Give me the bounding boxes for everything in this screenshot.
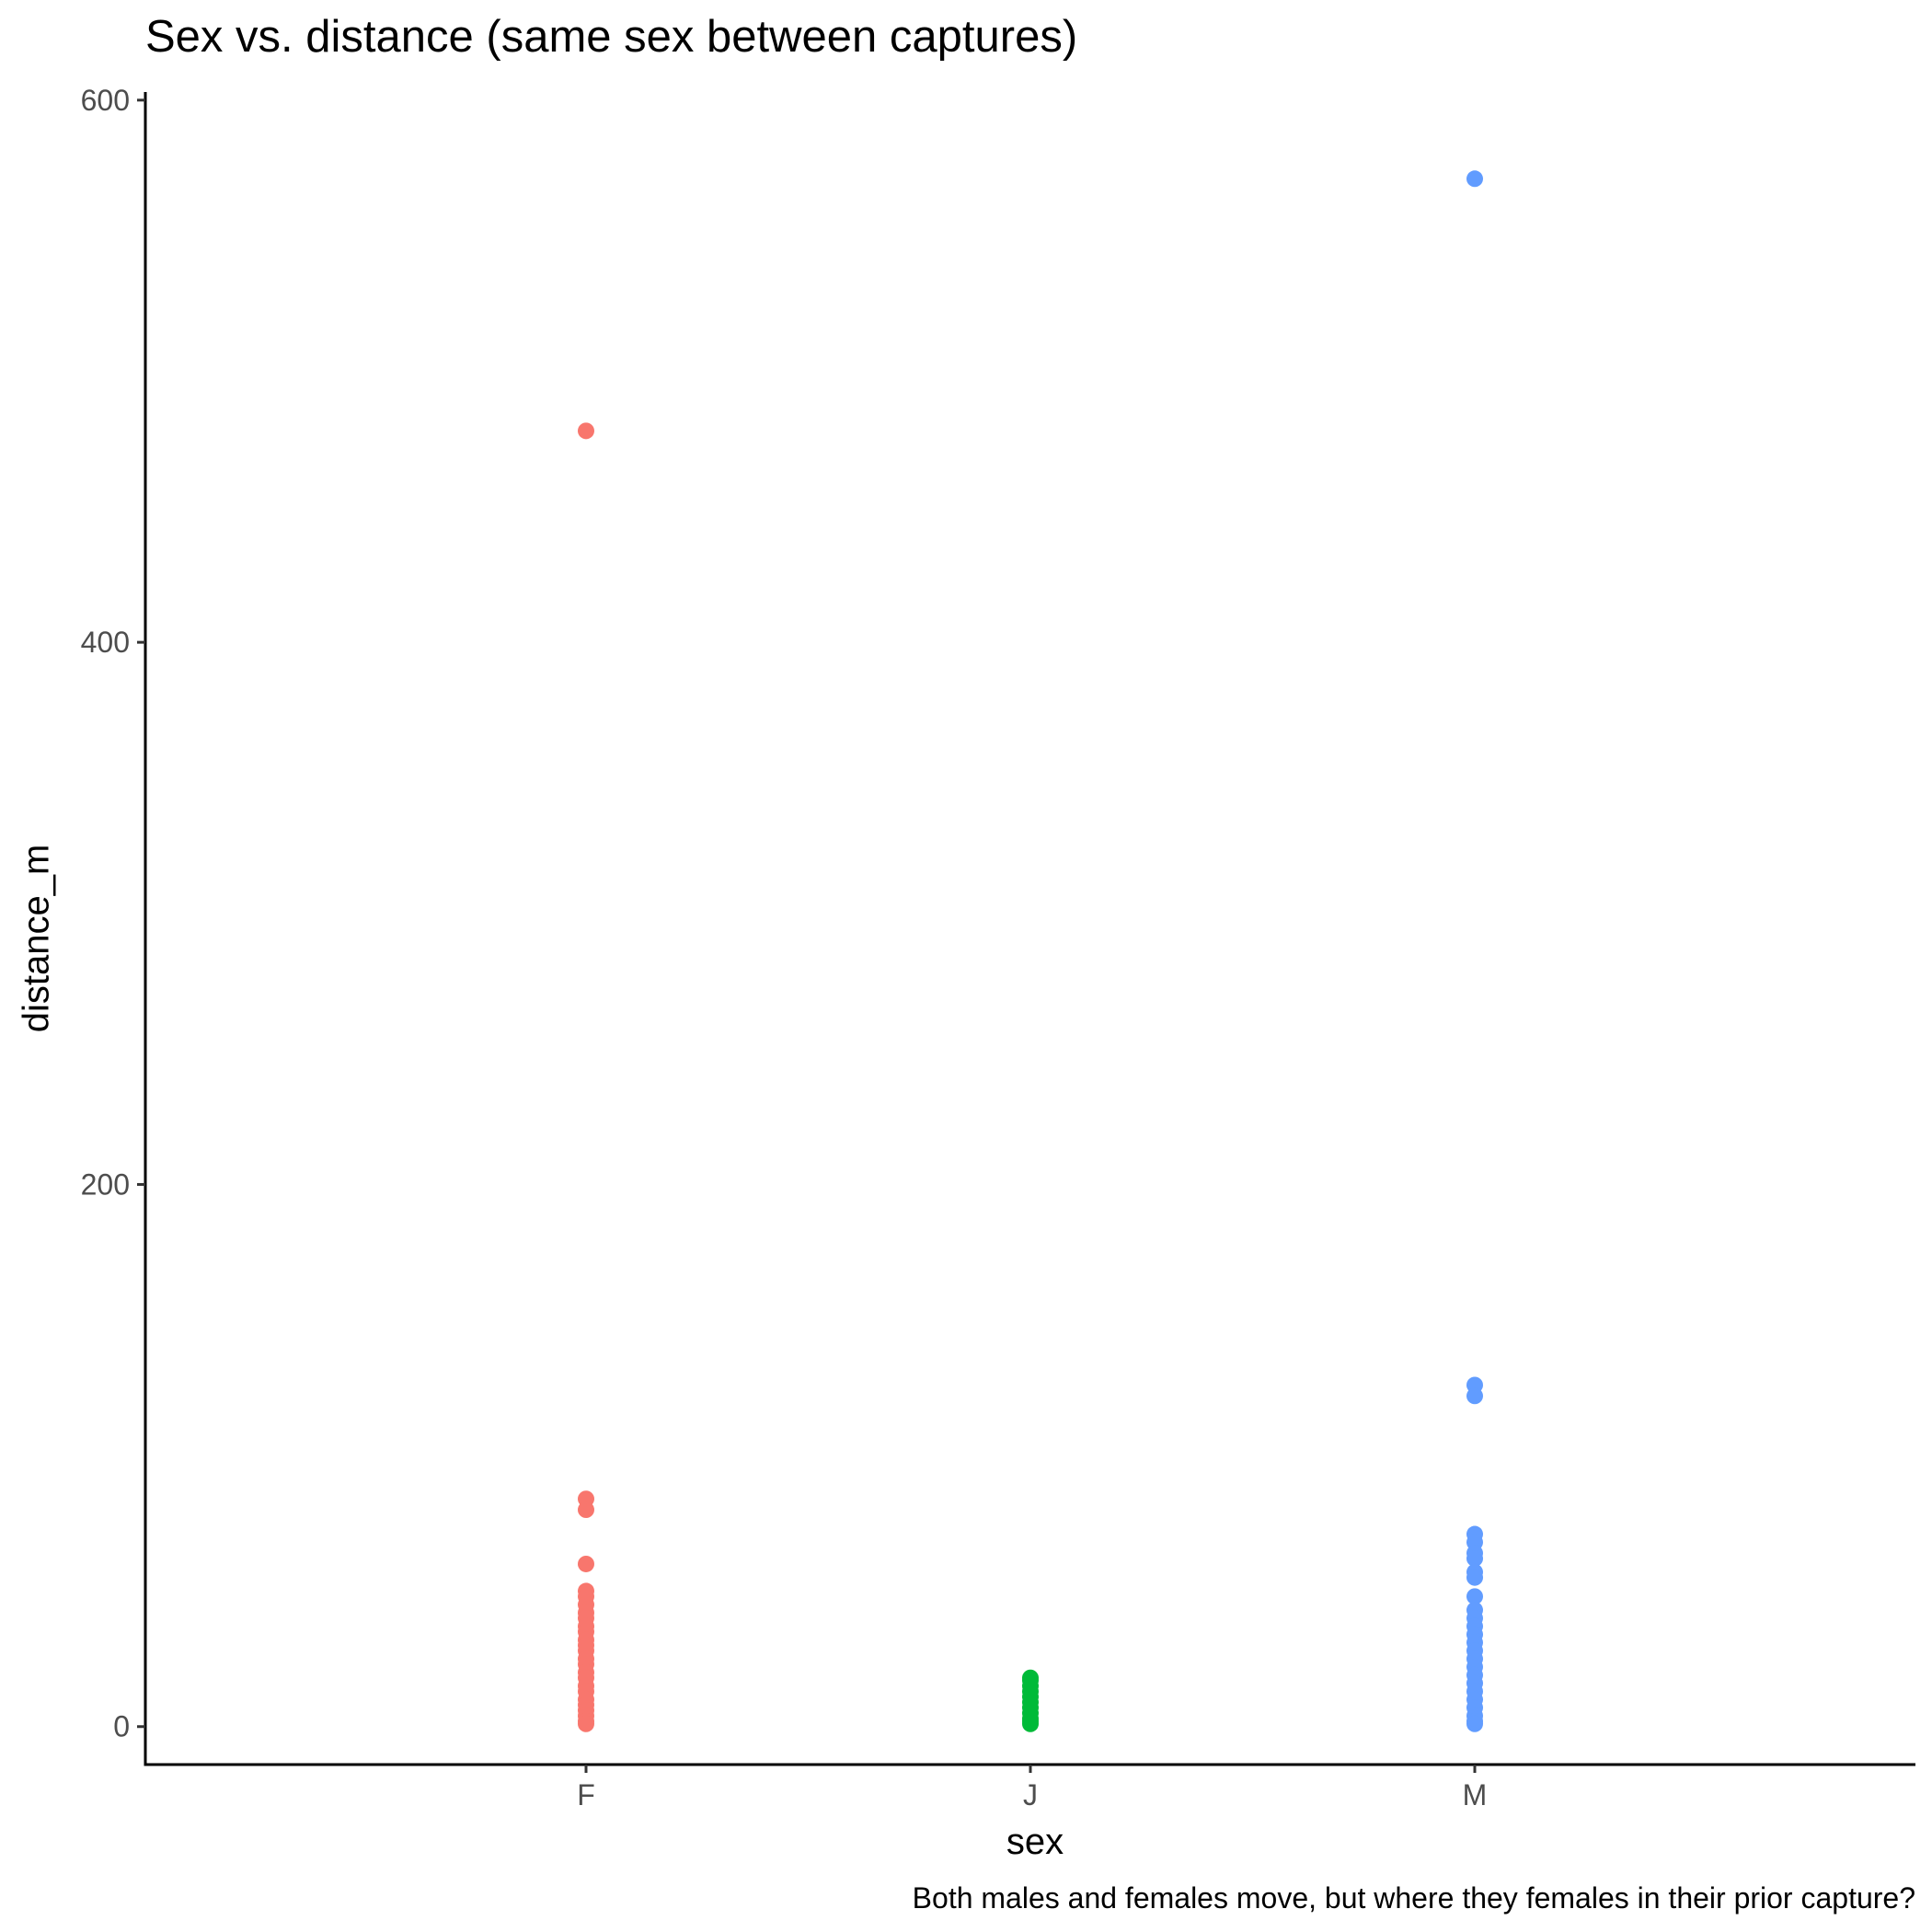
y-tick-label-400: 400 [81, 626, 130, 659]
y-tick-label-0: 0 [113, 1710, 130, 1743]
data-point-M-0 [1466, 170, 1483, 188]
data-point-M-9 [1466, 1588, 1483, 1605]
y-tick-label-200: 200 [81, 1167, 130, 1201]
chart-caption: Both males and females move, but where t… [912, 1881, 1915, 1915]
data-point-F-25 [578, 1715, 594, 1732]
data-point-J-10 [1022, 1715, 1039, 1732]
chart-title: Sex vs. distance (same sex between captu… [145, 12, 1078, 62]
y-tick-label-600: 600 [81, 84, 130, 117]
data-point-M-8 [1466, 1569, 1483, 1586]
data-point-F-2 [578, 1501, 594, 1519]
data-point-M-2 [1466, 1387, 1483, 1405]
data-point-M-25 [1466, 1715, 1483, 1732]
points-layer [578, 170, 1483, 1732]
axes-layer: 0 200 400 600 F J M [81, 84, 1915, 1811]
data-point-F-0 [578, 422, 594, 440]
x-tick-label-F: F [577, 1778, 595, 1811]
data-point-F-3 [578, 1555, 594, 1572]
x-tick-label-J: J [1023, 1778, 1038, 1811]
x-tick-label-M: M [1463, 1778, 1488, 1811]
x-axis-title: sex [1006, 1822, 1064, 1862]
data-point-M-6 [1466, 1550, 1483, 1568]
